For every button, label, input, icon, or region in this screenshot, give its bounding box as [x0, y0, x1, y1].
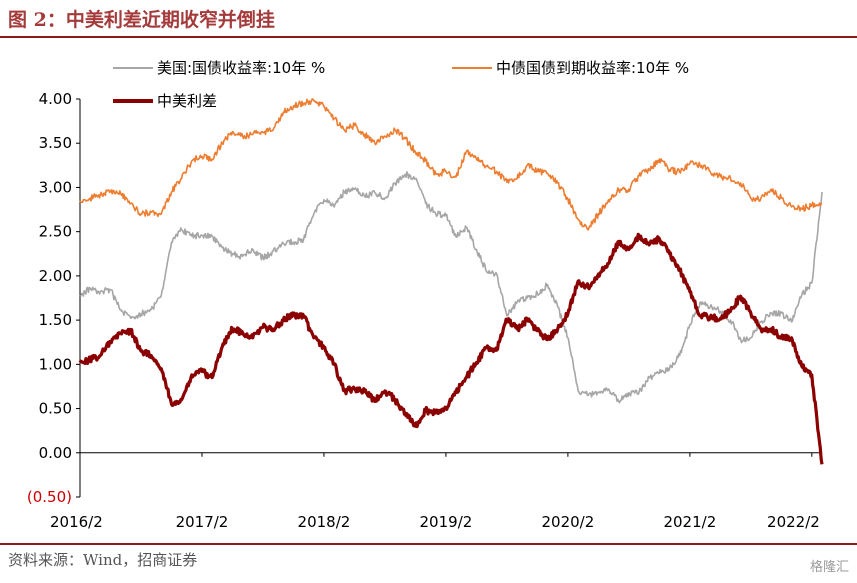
x-tick-label: 2021/2: [663, 513, 716, 531]
source-note: 资料来源：Wind，招商证券: [8, 551, 198, 569]
x-tick-label: 2018/2: [298, 513, 351, 531]
y-tick-label: 3.50: [39, 134, 72, 152]
watermark-logo: 格隆汇: [809, 560, 849, 575]
x-tick-label: 2020/2: [541, 513, 594, 531]
y-tick-label: 2.50: [39, 223, 72, 241]
legend: 美国:国债收益率:10年 % 中债国债到期收益率:10年 % 中美利差: [113, 59, 689, 110]
x-tick-label: 2022/2: [767, 513, 820, 531]
footer-rule: [0, 543, 857, 545]
chart-title: 图 2：中美利差近期收窄并倒挂: [8, 9, 275, 31]
title-rule: [0, 36, 857, 38]
x-tick-label: 2016/2: [50, 513, 103, 531]
y-tick-label: 1.50: [39, 311, 72, 329]
y-tick-label: (0.50): [27, 488, 72, 506]
y-tick-label: 3.00: [39, 178, 72, 196]
series-layer: [78, 98, 824, 465]
y-tick-label: 0.50: [39, 400, 72, 418]
legend-label: 美国:国债收益率:10年 %: [157, 59, 325, 77]
y-tick-label: 2.00: [39, 267, 72, 285]
series-line: [78, 232, 824, 465]
legend-label: 中债国债到期收益率:10年 %: [496, 59, 689, 77]
series-line: [79, 171, 823, 404]
y-tick-label: 0.00: [39, 444, 72, 462]
x-tick-label: 2019/2: [420, 513, 473, 531]
series-line: [79, 98, 823, 231]
x-tick-label: 2017/2: [176, 513, 229, 531]
y-tick-label: 4.00: [39, 90, 72, 108]
y-tick-label: 1.00: [39, 355, 72, 373]
legend-label: 中美利差: [157, 92, 217, 110]
axes: (0.50) 0.00 0.50 1.00 1.50 2.00 2.50 3.00 3.50 4.…: [27, 90, 822, 531]
